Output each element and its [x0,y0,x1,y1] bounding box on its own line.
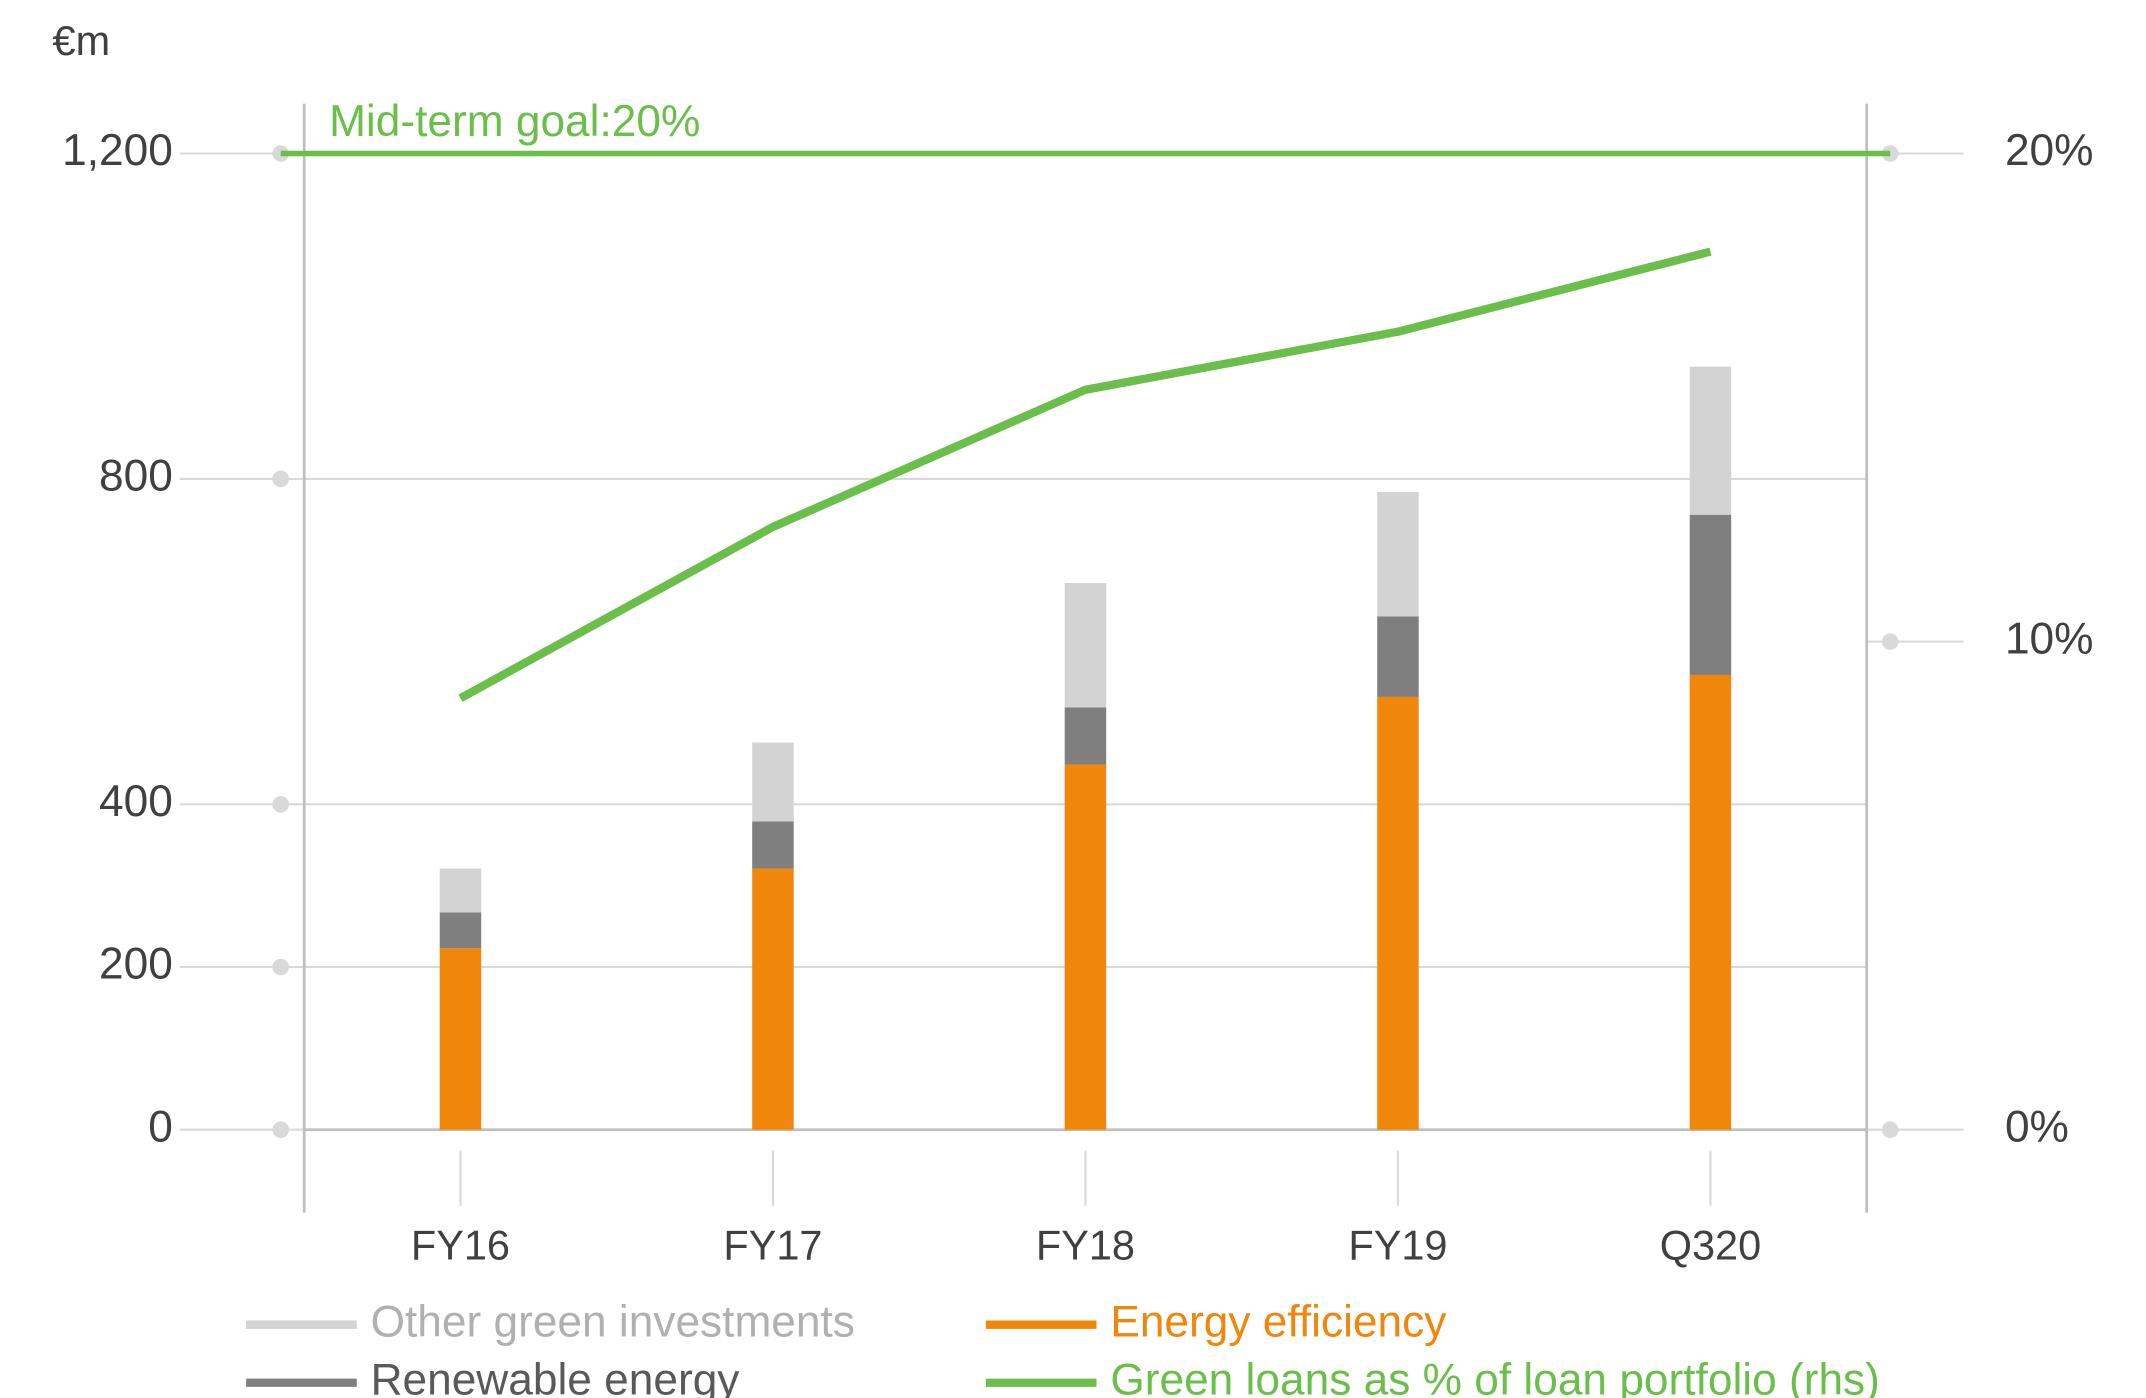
y-tick-label: 800 [99,452,173,501]
legend-label: Energy efficiency [1110,1297,1447,1346]
legend-label: Other green investments [371,1297,855,1346]
bar-segment [1377,491,1419,617]
legend-label: Renewable energy [371,1355,741,1398]
tick-dot [272,1121,289,1139]
bar-segment [1064,707,1107,765]
y2-tick-label: 20% [2005,126,2094,175]
tick-dot [1881,633,1899,650]
x-tick-label: FY17 [723,1222,822,1269]
y2-tick-label: 0% [2005,1102,2069,1151]
y-tick-label: 200 [99,940,173,989]
y-axis-label: €m [53,17,111,64]
bar-segment [752,742,794,822]
bar-segment [1689,514,1732,675]
bar-segment [1689,366,1732,515]
tick-dot [272,796,289,813]
bar-segment [439,948,482,1130]
bar-segment [1064,764,1107,1130]
y-tick-label: 400 [99,777,173,826]
x-tick-label: FY19 [1348,1222,1447,1269]
y2-tick-label: 10% [2005,614,2094,663]
tick-dot [1881,1121,1899,1139]
bar-segment [439,868,482,913]
bar-segment [439,912,482,949]
bar-segment [752,868,794,1130]
annotation: Mid-term goal:20% [329,97,700,146]
bar-segment [1377,696,1419,1130]
legend-label: Green loans as % of loan portfolio (rhs) [1110,1355,1880,1398]
bar-segment [752,821,794,869]
x-tick-label: FY18 [1036,1222,1135,1269]
tick-dot [272,470,289,488]
x-tick-label: Q320 [1660,1222,1761,1269]
x-tick-label: FY16 [411,1222,510,1269]
line-series [458,247,1712,702]
bar-segment [1064,583,1107,708]
bar-segment [1689,674,1732,1130]
y-tick-label: 1,200 [62,126,173,175]
bar-segment [1377,616,1419,697]
tick-dot [272,958,289,976]
y-tick-label: 0 [148,1102,173,1151]
